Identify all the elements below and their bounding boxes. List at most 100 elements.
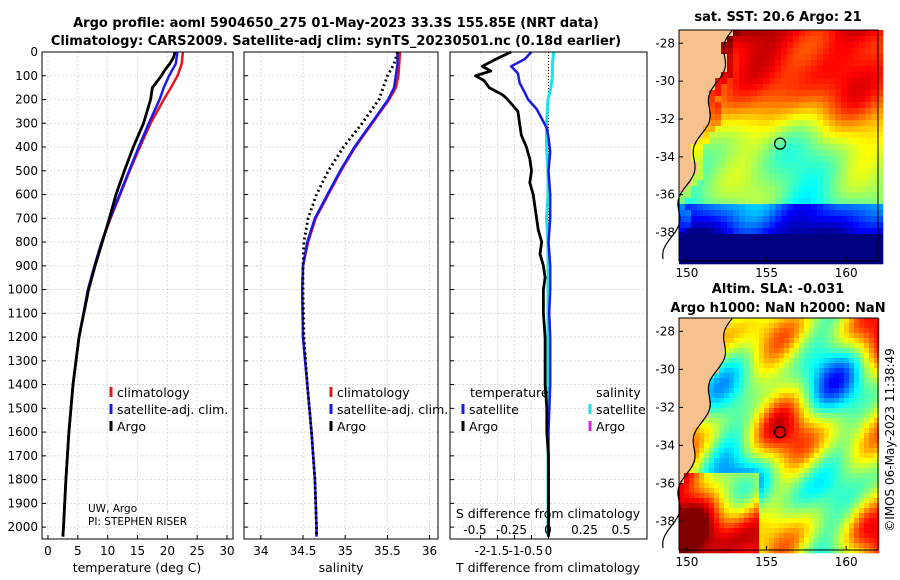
map-cell	[775, 114, 782, 121]
map-cell	[775, 156, 782, 163]
map-cell	[689, 538, 695, 544]
map-cell	[754, 548, 760, 554]
map-cell	[854, 548, 860, 554]
map-cell	[854, 518, 860, 524]
map-cell	[869, 493, 875, 499]
map-cell	[769, 84, 776, 91]
map-cell	[709, 403, 715, 409]
map-cell	[704, 383, 710, 389]
salinity-xlabel: salinity	[319, 560, 364, 575]
map-cell	[679, 84, 686, 91]
map-cell	[871, 192, 878, 199]
map-cell	[745, 126, 752, 133]
climatology-line	[61, 51, 185, 537]
map-cell	[864, 393, 870, 399]
map-cell	[679, 413, 685, 419]
map-cell	[689, 438, 695, 444]
map-cell	[769, 453, 775, 459]
map-cell	[834, 523, 840, 529]
map-cell	[864, 358, 870, 364]
map-cell	[721, 198, 728, 205]
map-cell	[724, 503, 730, 509]
map-cell	[794, 318, 800, 324]
map-cell	[684, 438, 690, 444]
map-cell	[714, 433, 720, 439]
map-cell	[749, 508, 755, 514]
map-cell	[819, 358, 825, 364]
map-cell	[834, 373, 840, 379]
map-cell	[774, 478, 780, 484]
map-cell	[841, 126, 848, 133]
map-cell	[789, 368, 795, 374]
map-cell	[733, 156, 740, 163]
map-cell	[729, 393, 735, 399]
map-cell	[709, 453, 715, 459]
map-cell	[865, 144, 872, 151]
map-cell	[757, 132, 764, 139]
map-cell	[759, 503, 765, 509]
map-cell	[729, 318, 735, 324]
map-cell	[784, 363, 790, 369]
map-cell	[859, 54, 866, 61]
map-cell	[793, 42, 800, 49]
map-cell	[823, 150, 830, 157]
map-cell	[774, 323, 780, 329]
map-cell	[817, 216, 824, 223]
map-cell	[774, 483, 780, 489]
map-cell	[859, 102, 866, 109]
map-cell	[729, 458, 735, 464]
map-cell	[781, 192, 788, 199]
map-cell	[739, 66, 746, 73]
map-cell	[694, 443, 700, 449]
map-cell	[721, 222, 728, 229]
map-cell	[779, 338, 785, 344]
map-cell	[847, 126, 854, 133]
map-cell	[704, 418, 710, 424]
map-cell	[804, 463, 810, 469]
map-cell	[839, 528, 845, 534]
map-cell	[704, 353, 710, 359]
map-cell	[729, 523, 735, 529]
map-cell	[793, 96, 800, 103]
map-cell	[794, 418, 800, 424]
map-cell	[794, 473, 800, 479]
map-cell	[724, 428, 730, 434]
map-cell	[793, 120, 800, 127]
map-cell	[871, 54, 878, 61]
map-cell	[799, 210, 806, 217]
map-cell	[874, 498, 880, 504]
map-cell	[809, 438, 815, 444]
map-cell	[849, 523, 855, 529]
map-cell	[754, 423, 760, 429]
map-cell	[811, 36, 818, 43]
map-cell	[697, 174, 704, 181]
map-cell	[739, 468, 745, 474]
map-cell	[684, 338, 690, 344]
map-cell	[834, 388, 840, 394]
map-cell	[734, 493, 740, 499]
map-cell	[694, 398, 700, 404]
map-cell	[779, 503, 785, 509]
map-cell	[694, 483, 700, 489]
map-cell	[874, 348, 880, 354]
map-cell	[865, 66, 872, 73]
map-cell	[709, 363, 715, 369]
map-cell	[733, 144, 740, 151]
map-cell	[734, 448, 740, 454]
map-cell	[763, 90, 770, 97]
map-cell	[817, 66, 824, 73]
map-cell	[744, 443, 750, 449]
map-cell	[744, 398, 750, 404]
map-cell	[769, 48, 776, 55]
map-cell	[823, 54, 830, 61]
map-cell	[841, 180, 848, 187]
map-cell	[835, 228, 842, 235]
map-cell	[829, 353, 835, 359]
map-cell	[719, 548, 725, 554]
map-cell	[834, 488, 840, 494]
map-cell	[787, 54, 794, 61]
map-cell	[694, 348, 700, 354]
map-cell	[864, 423, 870, 429]
map-cell	[854, 333, 860, 339]
map-cell	[739, 48, 746, 55]
